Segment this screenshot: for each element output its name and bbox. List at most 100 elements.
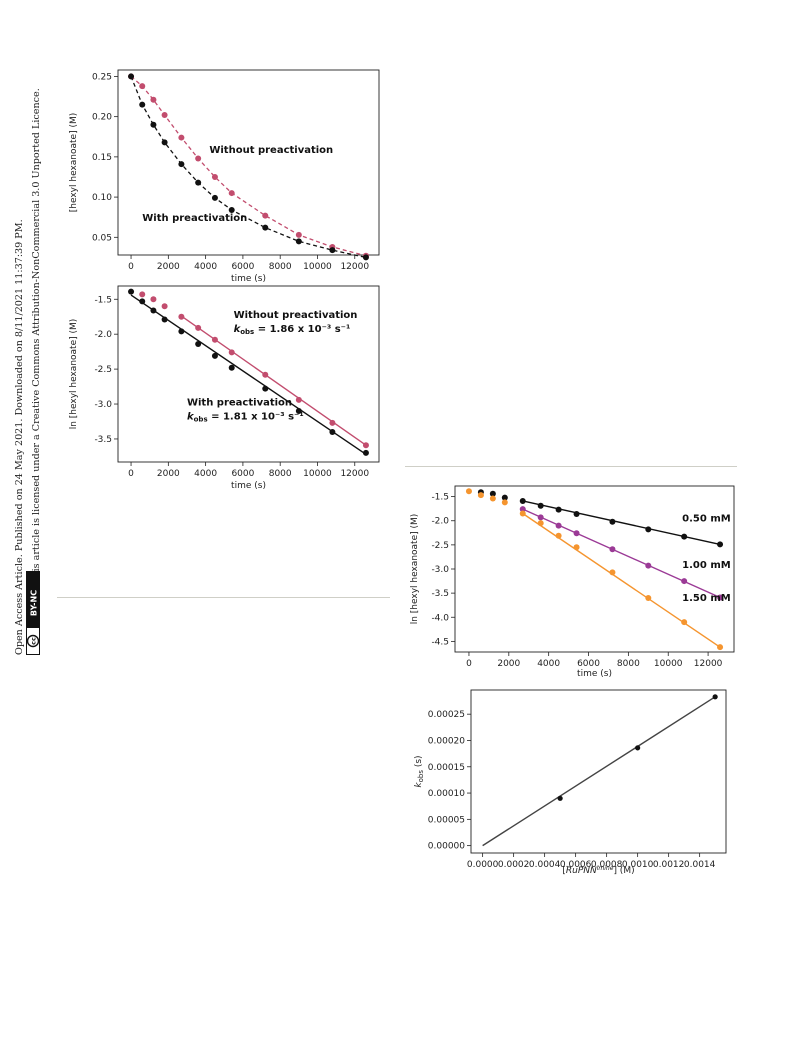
y-tick-label: -2.0 bbox=[431, 517, 449, 527]
y-tick-label: -2.0 bbox=[94, 330, 112, 340]
chart-ln-concentration-preactivation: 0 2000 4000 6000 8000 10000 12000 -1.5 -2.0 -2.5 -… bbox=[62, 280, 384, 495]
x-tick-label: 6000 bbox=[231, 469, 254, 479]
cc-badge-logo: cc bbox=[30, 637, 38, 645]
data-point bbox=[555, 506, 562, 513]
data-point bbox=[128, 288, 135, 295]
data-point bbox=[609, 518, 616, 525]
x-tick-label: 0.0010 bbox=[622, 860, 654, 870]
data-point bbox=[609, 546, 616, 553]
data-point bbox=[178, 328, 185, 335]
data-point bbox=[178, 161, 185, 168]
left-column-rule bbox=[57, 597, 390, 598]
chart-concentration-vs-time: 0 2000 4000 6000 8000 10000 12000 0.05 0.10 0.15 0… bbox=[62, 62, 384, 306]
data-point bbox=[139, 298, 146, 305]
data-point bbox=[519, 497, 526, 504]
data-point bbox=[139, 101, 146, 108]
x-tick-label: 4000 bbox=[194, 262, 217, 272]
data-point bbox=[645, 594, 652, 601]
right-column-rule bbox=[405, 466, 737, 467]
y-tick-label: 0.15 bbox=[92, 153, 112, 163]
data-point bbox=[573, 544, 580, 551]
chart-annotation: With preactivation bbox=[187, 397, 292, 408]
data-point bbox=[717, 541, 724, 548]
y-axis-label: ln [hexyl hexanoate] (M) bbox=[410, 514, 420, 625]
x-tick-label: 8000 bbox=[269, 469, 292, 479]
data-point bbox=[555, 532, 562, 539]
data-point bbox=[295, 396, 302, 403]
series-line-1 bbox=[130, 76, 367, 259]
licence-line-1: Open Access Article. Published on 24 May… bbox=[14, 219, 25, 655]
y-tick-label: -4.0 bbox=[431, 613, 449, 623]
y-tick-label: 0.20 bbox=[92, 113, 112, 123]
x-tick-label: 12000 bbox=[340, 469, 369, 479]
x-tick-label: 0 bbox=[128, 469, 134, 479]
data-point bbox=[195, 155, 202, 162]
data-point bbox=[195, 179, 202, 186]
data-point bbox=[681, 578, 688, 585]
y-tick-label: -3.5 bbox=[431, 589, 449, 599]
data-point bbox=[161, 112, 168, 119]
chart-kobs-svg: 0.0000 0.0002 0.0004 0.0006 0.0008 0.0010 0.00… bbox=[414, 689, 727, 876]
chart-annotation: 1.00 mM bbox=[682, 560, 731, 571]
data-point bbox=[717, 594, 724, 601]
x-tick-label: 2000 bbox=[497, 659, 520, 669]
data-point bbox=[295, 408, 302, 415]
y-tick-label: -3.5 bbox=[94, 435, 112, 445]
data-point bbox=[537, 514, 544, 521]
data-point bbox=[519, 506, 526, 513]
data-point bbox=[178, 313, 185, 320]
y-axis-label: kobs (s) bbox=[414, 755, 425, 787]
x-tick-label: 0.0014 bbox=[684, 860, 716, 870]
data-point bbox=[519, 510, 526, 517]
data-point bbox=[477, 492, 484, 499]
data-point bbox=[573, 530, 580, 537]
y-axis-label: ln [hexyl hexanoate] (M) bbox=[69, 319, 79, 430]
y-axis-label: [hexyl hexanoate] (M) bbox=[69, 113, 79, 212]
data-point bbox=[228, 206, 235, 213]
data-point bbox=[362, 254, 369, 261]
y-tick-label: -1.5 bbox=[431, 493, 449, 503]
x-tick-label: 10000 bbox=[303, 469, 332, 479]
y-tick-label: -3.0 bbox=[94, 400, 112, 410]
data-point bbox=[128, 73, 135, 80]
x-tick-label: 8000 bbox=[269, 262, 292, 272]
data-point bbox=[537, 520, 544, 527]
x-axis-label: [RuPNNimine] (M) bbox=[562, 865, 634, 876]
data-point bbox=[573, 510, 580, 517]
data-point bbox=[362, 442, 369, 449]
y-tick-label: 0.25 bbox=[92, 72, 112, 82]
data-point bbox=[645, 526, 652, 533]
data-point bbox=[262, 385, 269, 392]
data-point bbox=[139, 291, 146, 298]
chart-ln-loading-svg: 0 2000 4000 6000 8000 10000 12000 -1.5 -2.0 -2.5 -… bbox=[410, 485, 735, 679]
x-tick-label: 10000 bbox=[654, 659, 683, 669]
data-point bbox=[295, 231, 302, 238]
y-tick-label: -3.0 bbox=[431, 565, 449, 575]
data-point bbox=[501, 499, 508, 506]
y-tick-label: -4.5 bbox=[431, 637, 449, 647]
data-point bbox=[295, 238, 302, 245]
y-tick-label: -2.5 bbox=[431, 541, 449, 551]
x-tick-label: 4000 bbox=[194, 469, 217, 479]
x-tick-label: 6000 bbox=[231, 262, 254, 272]
data-point bbox=[178, 134, 185, 141]
data-point bbox=[150, 96, 157, 103]
data-point bbox=[150, 296, 157, 303]
x-tick-label: 0.0008 bbox=[591, 860, 623, 870]
data-point bbox=[195, 340, 202, 347]
x-axis-label: time (s) bbox=[231, 274, 266, 284]
data-point bbox=[329, 247, 336, 254]
chart-ln-preactivation-svg: 0 2000 4000 6000 8000 10000 12000 -1.5 -2.0 -2.5 -… bbox=[69, 285, 380, 491]
fit-line-1 bbox=[130, 294, 367, 455]
licence-line-2[interactable]: This article is licensed under a Creativ… bbox=[31, 88, 42, 584]
x-tick-label: 0.0002 bbox=[498, 860, 529, 870]
data-point bbox=[329, 428, 336, 435]
chart-annotation: With preactivation bbox=[142, 213, 247, 224]
x-tick-label: 2000 bbox=[157, 469, 180, 479]
y-tick-label: 0.10 bbox=[92, 193, 112, 203]
data-point bbox=[161, 316, 168, 323]
y-tick-label: -1.5 bbox=[94, 295, 112, 305]
fit-line-1 bbox=[522, 508, 721, 599]
cc-badge[interactable]: cc BY-NC bbox=[26, 571, 40, 655]
y-tick-label: 0.00020 bbox=[428, 736, 465, 746]
